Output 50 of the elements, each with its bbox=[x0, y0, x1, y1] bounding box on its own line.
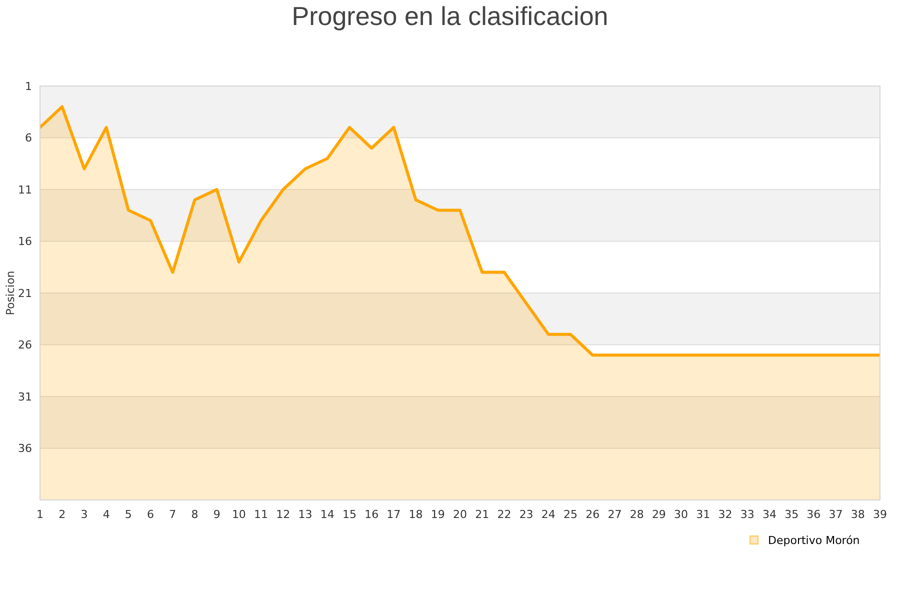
x-tick-label: 37 bbox=[828, 508, 843, 521]
y-axis-title: Posicion bbox=[4, 270, 17, 316]
x-tick-label: 26 bbox=[586, 508, 600, 521]
x-tick-label: 31 bbox=[696, 508, 710, 521]
x-tick-label: 19 bbox=[430, 508, 445, 521]
x-tick-label: 30 bbox=[674, 508, 688, 521]
x-tick-label: 10 bbox=[232, 508, 246, 521]
y-tick-label: 31 bbox=[18, 390, 32, 404]
y-tick-label: 16 bbox=[18, 235, 32, 248]
x-tick-label: 39 bbox=[873, 508, 887, 521]
x-tick-label: 36 bbox=[806, 508, 821, 521]
x-tick-label: 7 bbox=[169, 508, 176, 521]
y-tick-label: 11 bbox=[18, 183, 32, 196]
legend-label: Deportivo Morón bbox=[768, 534, 860, 547]
x-tick-label: 20 bbox=[453, 508, 467, 521]
x-tick-label: 28 bbox=[630, 508, 644, 521]
x-tick-label: 13 bbox=[298, 508, 312, 521]
x-tick-label: 22 bbox=[497, 508, 512, 521]
x-tick-label: 2 bbox=[58, 508, 66, 521]
x-tick-label: 18 bbox=[408, 508, 423, 521]
x-tick-label: 25 bbox=[564, 508, 578, 521]
x-tick-label: 34 bbox=[762, 508, 776, 521]
y-tick-label: 21 bbox=[18, 286, 32, 300]
x-tick-label: 8 bbox=[191, 508, 198, 521]
x-tick-label: 21 bbox=[475, 508, 490, 521]
x-tick-label: 4 bbox=[102, 508, 110, 521]
chart-title: Progreso en la clasificacion bbox=[292, 1, 608, 31]
x-tick-label: 12 bbox=[276, 508, 290, 521]
y-tick-label: 1 bbox=[25, 80, 32, 93]
x-tick-label: 14 bbox=[320, 508, 334, 521]
x-tick-label: 29 bbox=[652, 508, 666, 521]
x-tick-label: 32 bbox=[718, 508, 732, 521]
x-tick-label: 5 bbox=[124, 508, 132, 521]
x-tick-label: 3 bbox=[80, 508, 88, 521]
y-tick-label: 6 bbox=[25, 132, 32, 145]
x-tick-label: 9 bbox=[213, 508, 220, 521]
x-tick-label: 35 bbox=[784, 508, 799, 521]
y-tick-label: 26 bbox=[18, 338, 32, 352]
x-tick-label: 24 bbox=[541, 508, 556, 521]
x-tick-label: 33 bbox=[740, 508, 754, 521]
x-tick-label: 1 bbox=[36, 508, 44, 521]
x-tick-label: 23 bbox=[519, 508, 534, 521]
x-tick-label: 6 bbox=[147, 508, 154, 521]
x-tick-label: 15 bbox=[342, 508, 356, 521]
x-tick-label: 38 bbox=[850, 508, 865, 521]
x-tick-label: 11 bbox=[254, 508, 268, 521]
x-tick-label: 27 bbox=[608, 508, 622, 521]
x-tick-label: 16 bbox=[364, 508, 379, 521]
x-tick-label: 17 bbox=[386, 508, 401, 521]
y-tick-label: 36 bbox=[18, 442, 32, 456]
